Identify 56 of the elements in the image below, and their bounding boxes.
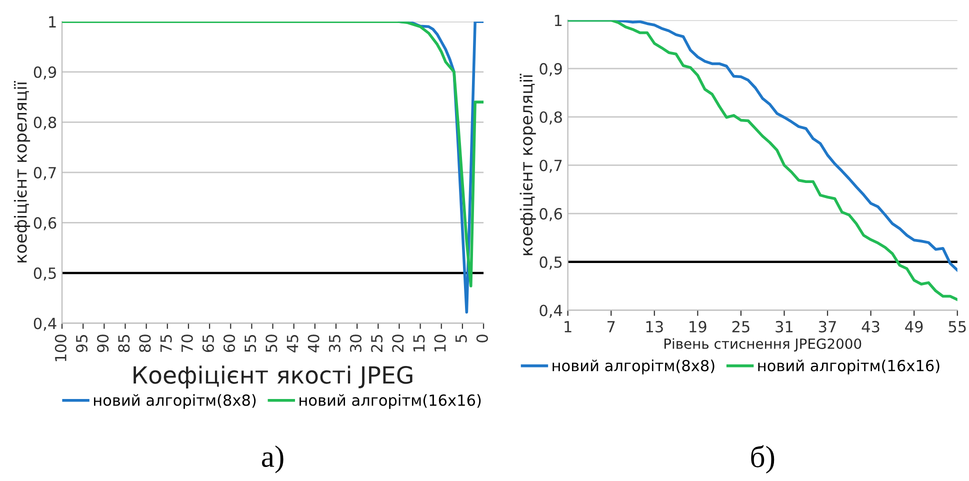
x-tick-label: 7 bbox=[608, 321, 615, 332]
x-tick-label: 37 bbox=[818, 320, 836, 332]
y-tick-label: 0,9 bbox=[540, 63, 562, 76]
x-tick-label: 13 bbox=[646, 320, 663, 332]
legend-label: новий алгорітм(8x8) bbox=[552, 360, 714, 374]
legend-label: новий алгорітм(16x16) bbox=[300, 394, 481, 409]
x-tick-label: 55 bbox=[244, 334, 256, 352]
y-tick-label: 0,9 bbox=[34, 66, 56, 80]
x-tick-label: 1 bbox=[564, 321, 572, 332]
x-axis-title: Коефіцієнт якості JPEG bbox=[134, 366, 412, 388]
x-tick-label: 30 bbox=[350, 334, 362, 352]
x-tick-label: 25 bbox=[732, 320, 750, 332]
x-tick-label: 15 bbox=[413, 334, 425, 352]
x-tick-label: 50 bbox=[266, 334, 278, 352]
y-axis-title: коефіцієнт кореляції bbox=[14, 80, 30, 262]
x-tick-label: 85 bbox=[118, 334, 130, 352]
x-tick-label: 90 bbox=[97, 334, 109, 352]
y-tick-label: 0,7 bbox=[540, 160, 562, 173]
x-tick-label: 100 bbox=[54, 334, 66, 362]
x-tick-label: 65 bbox=[202, 334, 214, 352]
x-tick-label: 43 bbox=[862, 320, 880, 332]
text: а) bbox=[262, 446, 284, 474]
y-tick-label: 0,4 bbox=[540, 304, 562, 318]
y-tick-label: 0,8 bbox=[540, 111, 562, 124]
y-axis-title: коефіцієнт кореляції bbox=[520, 74, 536, 256]
x-tick-label: 0 bbox=[476, 334, 488, 342]
y-tick-label: 0,5 bbox=[34, 267, 56, 281]
x-axis-title: Рівень стиснення JPEG2000 bbox=[664, 338, 862, 352]
y-tick-label: 0,5 bbox=[540, 256, 562, 270]
y-tick-label: 0,6 bbox=[540, 208, 562, 222]
x-tick-label: 60 bbox=[224, 334, 236, 352]
y-tick-label: 0,6 bbox=[34, 217, 56, 230]
x-tick-label: 19 bbox=[690, 320, 706, 332]
x-tick-label: 55 bbox=[948, 321, 966, 332]
x-tick-label: 95 bbox=[76, 334, 88, 352]
legend-label: новий алгорітм(16x16) bbox=[758, 360, 940, 374]
y-tick-label: 1 bbox=[49, 16, 56, 28]
text: б) bbox=[751, 445, 774, 474]
y-tick-label: 0,4 bbox=[34, 318, 56, 331]
y-tick-label: 0,7 bbox=[34, 166, 56, 180]
x-tick-label: 35 bbox=[328, 334, 340, 352]
x-tick-label: 5 bbox=[456, 334, 467, 342]
legend-label: новий алгорітм(8x8) bbox=[94, 394, 256, 409]
line-series bbox=[62, 22, 484, 288]
y-tick-label: 1 bbox=[554, 14, 562, 26]
x-tick-label: 49 bbox=[905, 320, 923, 332]
x-tick-label: 25 bbox=[371, 334, 383, 352]
x-tick-label: 80 bbox=[139, 334, 151, 352]
x-tick-label: 75 bbox=[160, 334, 172, 352]
x-tick-label: 70 bbox=[181, 334, 193, 352]
x-tick-label: 20 bbox=[392, 334, 404, 352]
x-tick-label: 40 bbox=[308, 334, 320, 352]
x-tick-label: 10 bbox=[434, 334, 446, 352]
x-tick-label: 31 bbox=[776, 320, 793, 332]
x-tick-label: 45 bbox=[286, 334, 298, 352]
y-tick-label: 0,8 bbox=[34, 116, 56, 130]
